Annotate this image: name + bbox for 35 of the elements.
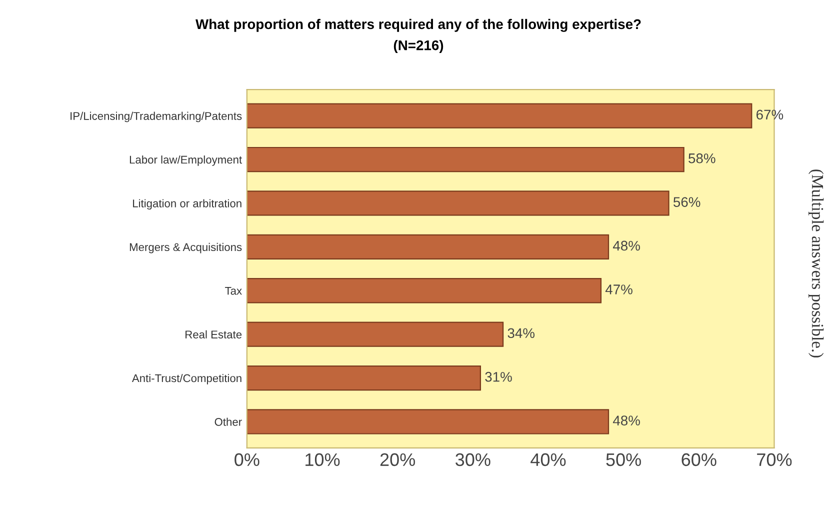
x-tick-label: 40%	[530, 453, 566, 466]
y-tick-label: Labor law/Employment	[130, 155, 242, 166]
y-tick-label: Other	[214, 418, 242, 426]
x-tick-label: 60%	[682, 453, 716, 466]
x-tick-label: 50%	[606, 453, 641, 466]
data-label: 56%	[673, 197, 700, 207]
data-label: 58%	[688, 153, 716, 164]
x-tick-label: 30%	[456, 453, 490, 466]
y-tick-label: Litigation or arbitration	[133, 199, 242, 210]
x-tick-label: 20%	[380, 453, 415, 466]
bar	[246, 146, 684, 172]
data-label: 48%	[612, 416, 640, 426]
data-label: 31%	[485, 372, 512, 382]
bar	[246, 103, 752, 128]
x-tick-label: 70%	[757, 453, 792, 466]
y-tick-label: Real Estate	[186, 330, 242, 338]
bar	[246, 190, 670, 216]
chart-title: What proportion of matters required any of the following expertise?	[196, 18, 641, 32]
bar	[246, 409, 610, 434]
data-label: 47%	[605, 284, 632, 294]
chart-subtitle: (N=216)	[394, 40, 444, 53]
data-label: 67%	[756, 110, 784, 120]
bar	[246, 278, 602, 304]
y-tick-label: Tax	[225, 287, 242, 295]
bar	[246, 322, 504, 347]
data-label: 48%	[612, 240, 640, 251]
y-tick-label: Anti-Trust/Competition	[132, 374, 242, 384]
bar	[246, 234, 610, 260]
text: (Multiple answers possible.)	[808, 170, 824, 358]
data-label: 34%	[508, 328, 535, 338]
y-tick-label: IP/Licensing/Trademarking/Patents	[70, 112, 242, 122]
x-tick-label: 10%	[306, 453, 340, 466]
bar	[246, 365, 481, 391]
y-tick-label: Mergers & Acquisitions	[130, 242, 242, 254]
x-tick-label: 0%	[234, 453, 260, 466]
